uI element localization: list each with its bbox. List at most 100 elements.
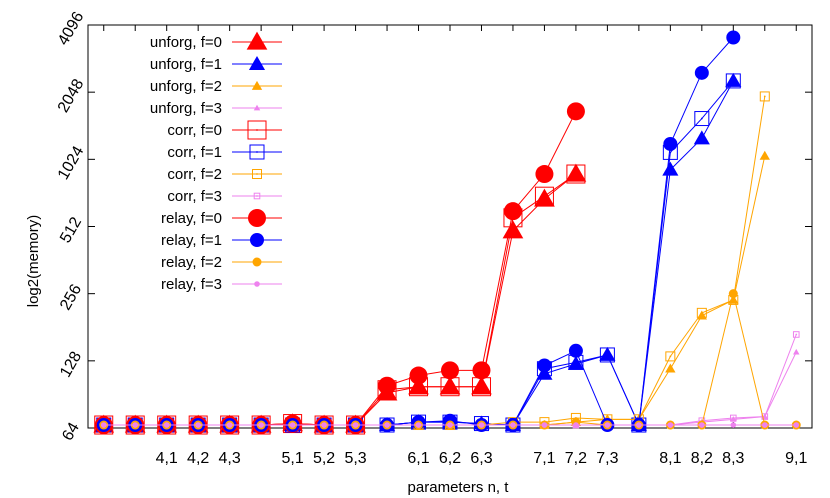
legend-label: corr, f=2 — [167, 166, 222, 183]
x-tick-label: 8,1 — [659, 450, 681, 467]
legend-label: relay, f=1 — [161, 232, 222, 249]
legend-marker — [253, 104, 261, 111]
data-point — [510, 422, 516, 428]
data-point — [384, 422, 390, 428]
data-point — [566, 164, 586, 184]
data-point — [636, 422, 642, 428]
square-marker-dot — [763, 415, 766, 418]
square-marker-outline — [534, 186, 554, 206]
y-tick-label: 128 — [57, 349, 85, 381]
data-point — [728, 289, 738, 299]
legend-marker — [254, 281, 260, 287]
x-tick-label: 7,1 — [533, 450, 555, 467]
data-point — [226, 422, 233, 428]
series-line — [103, 293, 797, 426]
legend-marker — [248, 209, 266, 227]
data-point — [761, 422, 768, 428]
data-point — [573, 422, 579, 428]
x-tick-label: 9,1 — [785, 450, 807, 467]
data-point — [604, 422, 611, 428]
x-tick-label: 6,1 — [407, 450, 429, 467]
data-point — [759, 150, 770, 160]
data-point — [694, 111, 710, 127]
square-marker-outline — [253, 192, 261, 200]
legend-label: relay, f=0 — [161, 210, 222, 227]
square-marker-outline — [696, 307, 707, 318]
x-tick-label: 5,3 — [344, 450, 366, 467]
data-point — [730, 422, 737, 428]
data-point — [289, 422, 296, 428]
data-point — [534, 186, 554, 206]
legend-marker — [252, 257, 262, 267]
square-marker-dot — [256, 129, 258, 131]
data-point — [759, 91, 770, 102]
legend-marker — [251, 80, 263, 90]
x-tick-label: 7,3 — [596, 450, 618, 467]
data-point — [472, 361, 491, 380]
square-marker-dot — [732, 299, 735, 301]
square-marker-outline — [792, 331, 800, 338]
square-marker-dot — [763, 95, 766, 98]
data-point — [793, 422, 800, 428]
legend-marker — [250, 233, 264, 247]
data-point — [696, 307, 707, 318]
x-tick-label: 5,2 — [313, 450, 335, 467]
data-point — [663, 136, 678, 151]
data-point — [439, 376, 461, 395]
square-marker-outline — [730, 414, 737, 422]
square-marker-outline — [566, 164, 586, 184]
square-marker-dot — [256, 151, 258, 153]
square-marker-dot — [795, 333, 798, 336]
legend-label: unforg, f=2 — [150, 78, 222, 95]
square-marker-outline — [761, 413, 769, 420]
x-tick-label: 4,1 — [156, 450, 178, 467]
y-tick-label: 64 — [59, 420, 83, 444]
data-point — [447, 422, 453, 428]
square-marker-dot — [256, 173, 258, 175]
x-axis-title: parameters n, t — [408, 479, 510, 496]
legend-marker — [246, 31, 268, 50]
y-tick-label: 2048 — [55, 76, 88, 115]
y-tick-label: 256 — [57, 282, 85, 314]
x-tick-label: 6,3 — [470, 450, 492, 467]
square-marker-outline — [249, 144, 265, 160]
legend-marker — [247, 120, 267, 140]
data-point — [665, 363, 676, 373]
data-point — [665, 351, 676, 362]
y-tick-label: 512 — [57, 214, 85, 246]
data-point — [725, 73, 741, 89]
legend-label: unforg, f=1 — [150, 56, 222, 73]
square-marker-outline — [599, 347, 615, 363]
data-point — [441, 361, 459, 380]
data-point — [378, 376, 397, 395]
data-point — [730, 414, 737, 422]
data-point — [132, 422, 139, 428]
square-marker-dot — [575, 173, 577, 175]
square-marker-dot — [732, 417, 735, 419]
x-tick-label: 7,2 — [565, 450, 587, 467]
square-marker-outline — [759, 91, 770, 102]
y-tick-label: 1024 — [55, 143, 88, 182]
legend-label: unforg, f=3 — [150, 100, 222, 117]
square-marker-dot — [449, 385, 451, 388]
legend-marker — [249, 144, 265, 160]
square-marker-dot — [480, 385, 483, 388]
legend-label: corr, f=3 — [167, 188, 222, 205]
series-lines — [93, 30, 801, 435]
square-marker-dot — [732, 80, 735, 82]
data-point — [321, 422, 327, 428]
y-tick-label: 4096 — [55, 9, 88, 48]
legend-label: corr, f=1 — [167, 144, 222, 161]
data-point — [667, 422, 674, 428]
square-marker-outline — [725, 73, 741, 89]
legend-label: unforg, f=0 — [150, 34, 222, 51]
data-point — [726, 30, 741, 45]
x-tick-label: 4,3 — [219, 450, 241, 467]
data-point — [793, 348, 800, 355]
data-point — [535, 165, 554, 184]
square-marker-dot — [669, 355, 672, 358]
data-point — [409, 366, 428, 385]
square-marker-dot — [700, 311, 703, 314]
data-point — [534, 188, 555, 207]
